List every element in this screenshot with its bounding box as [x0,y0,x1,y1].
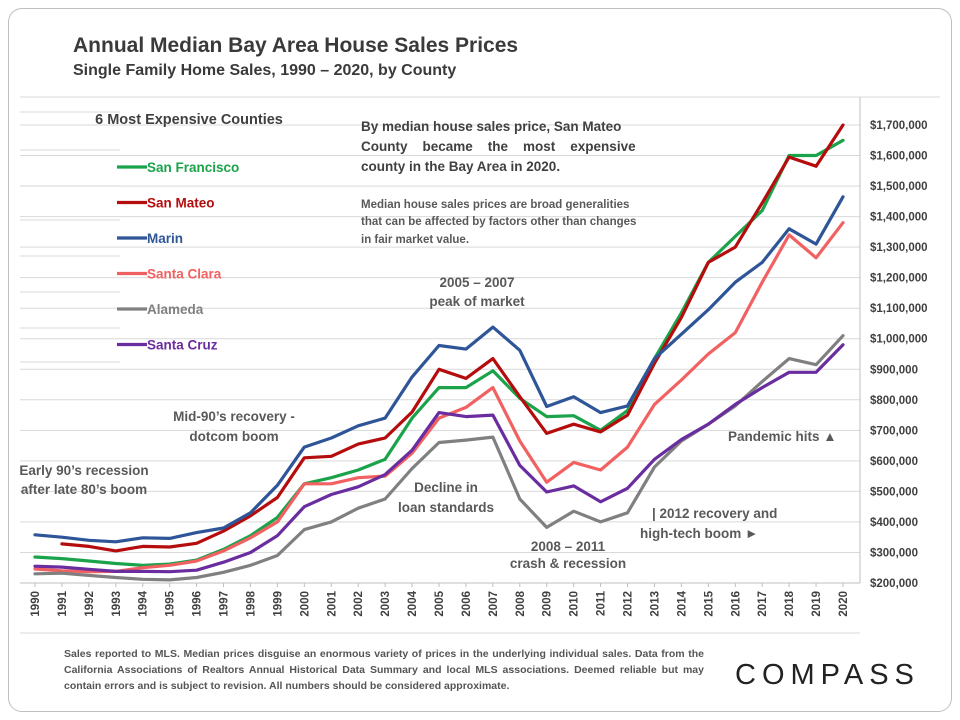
note-main-line1: By median house sales price, San Mateo [361,119,621,134]
y-tick-label: $1,200,000 [870,273,928,285]
y-axis: $200,000 $300,000 $400,000 $500,000 $600,000… [859,97,928,590]
y-tick-label: $1,500,000 [870,181,928,193]
gridlines [20,96,940,584]
x-tick-label: 2001 [326,590,338,616]
chart-title: Annual Median Bay Area House Sales Price… [73,34,519,57]
annotation-crash-2: crash & recession [510,556,626,571]
annotation-decline-1: Decline in [414,480,478,495]
annotation-early90-2: after late 80’s boom [21,482,147,497]
y-tick-label: $300,000 [870,547,918,559]
x-tick-label: 2018 [784,590,796,616]
x-tick-label: 2014 [676,590,688,616]
y-tick-label: $1,600,000 [870,151,928,163]
y-tick-label: $800,000 [870,395,918,407]
legend-label: Santa Cruz [147,338,218,353]
annotation-mid90-1: Mid-90’s recovery - [173,409,295,424]
x-tick-label: 2012 [623,591,635,617]
x-axis: 1990 1991 1992 1993 1994 1995 1996 1997 1998 1999… [20,582,860,634]
x-tick-label: 2005 [434,590,446,616]
series-line-alameda [33,334,845,582]
chart-subtitle: Single Family Home Sales, 1990 – 2020, b… [73,62,457,79]
x-tick-label: 2002 [353,591,365,617]
annotation-peak-1: 2005 – 2007 [439,275,514,290]
x-tick-label: 1995 [165,590,177,616]
series-line-marin [33,195,845,544]
x-tick-label: 2010 [569,591,581,617]
y-tick-label: $1,100,000 [870,303,928,315]
x-tick-label: 1997 [219,591,231,617]
footnote: Sales reported to MLS. Median prices dis… [64,648,704,692]
legend-label: Santa Clara [147,267,222,282]
x-tick-label: 2000 [299,591,311,617]
note-sub-line1: Median house sales prices are broad gene… [361,199,629,211]
y-tick-label: $1,400,000 [870,212,928,224]
x-tick-label: 1999 [272,591,284,617]
note-main-line2: County became the most expensive [361,139,636,154]
legend-title: 6 Most Expensive Counties [95,112,283,128]
legend-label: San Mateo [147,196,215,211]
annotation-peak-2: peak of market [429,294,525,309]
series-line-santa-cruz [33,343,845,574]
annotation-recovery-2: high-tech boom ► [640,526,758,541]
y-tick-label: $1,700,000 [870,120,928,132]
annotation-crash-1: 2008 – 2011 [531,539,606,554]
x-tick-label: 2013 [649,591,661,617]
y-tick-label: $1,300,000 [870,242,928,254]
x-tick-label: 2017 [757,591,769,617]
legend-label: Alameda [147,302,204,317]
y-tick-label: $200,000 [870,578,918,590]
annotation-pandemic: Pandemic hits ▲ [728,429,837,444]
x-tick-label: 2003 [380,591,392,617]
annotation-recovery-1: | 2012 recovery and [652,506,777,521]
note-sub-line2: that can be affected by factors other th… [361,216,636,228]
y-tick-label: $900,000 [870,364,918,376]
y-tick-label: $400,000 [870,517,918,529]
annotation-early90-1: Early 90’s recession [19,463,148,478]
x-tick-label: 2020 [838,591,850,617]
x-tick-label: 2019 [811,591,823,617]
x-tick-label: 1992 [84,591,96,617]
compass-logo: COMPASS [735,659,920,691]
y-tick-label: $700,000 [870,425,918,437]
legend-label: Marin [147,231,183,246]
x-tick-label: 2007 [488,591,500,617]
annotation-decline-2: loan standards [398,500,494,515]
x-tick-label: 2016 [730,591,742,617]
series-lines [33,123,845,582]
legend-label: San Francisco [147,160,239,175]
x-tick-label: 2004 [407,590,419,616]
y-tick-label: $600,000 [870,456,918,468]
x-tick-label: 2008 [515,590,527,616]
x-tick-label: 1990 [30,591,42,617]
legend: 6 Most Expensive Counties San Francisco S… [95,112,283,353]
x-tick-label: 1993 [111,591,123,617]
note-sub-line3: in fair market value. [361,234,469,246]
x-tick-label: 2009 [542,591,554,617]
series-line-santa-clara [33,221,845,574]
x-tick-label: 1994 [138,590,150,616]
y-tick-label: $500,000 [870,486,918,498]
y-tick-label: $1,000,000 [870,334,928,346]
annotation-mid90-2: dotcom boom [189,429,278,444]
x-tick-label: 1996 [192,591,204,617]
note-main-line3: county in the Bay Area in 2020. [361,159,560,174]
x-tick-label: 1998 [245,590,257,616]
x-tick-label: 2006 [461,591,473,617]
x-tick-label: 1991 [57,590,69,616]
x-tick-label: 2011 [596,590,608,616]
series-line-san-mateo [60,123,845,553]
x-tick-label: 2015 [703,590,715,616]
